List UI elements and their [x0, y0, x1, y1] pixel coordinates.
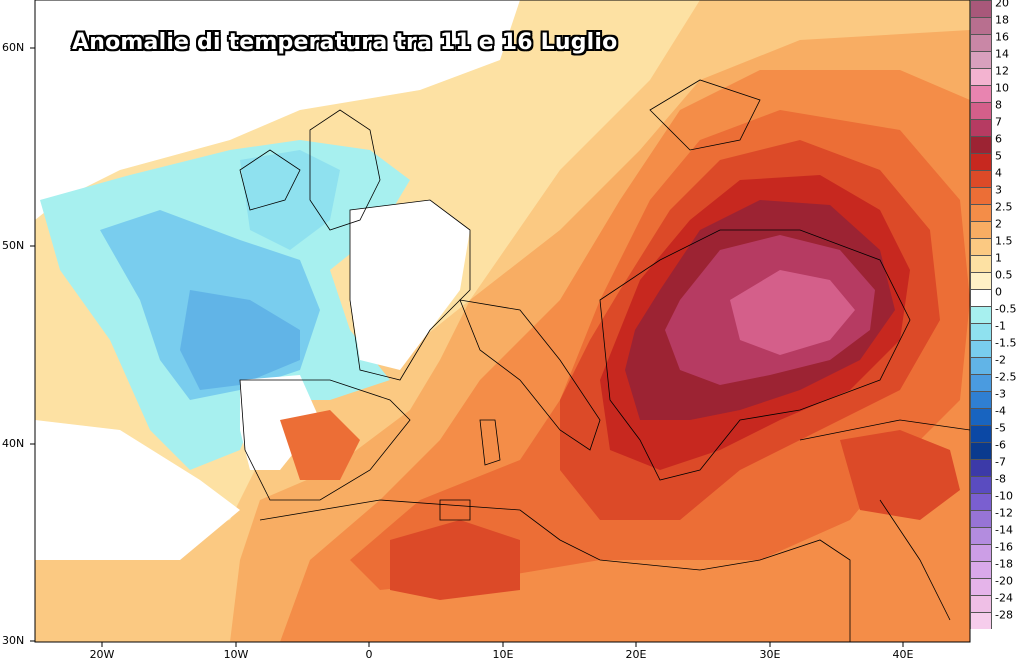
scale-label: 10 [995, 81, 1009, 95]
scale-label: 1 [995, 251, 1002, 265]
scale-label: 12 [995, 64, 1009, 78]
scale-label: -24 [995, 591, 1013, 605]
scale-label: -4 [995, 404, 1006, 418]
scale-swatch [970, 391, 992, 408]
scale-swatch [970, 136, 992, 153]
scale-swatch [970, 34, 992, 51]
scale-swatch [970, 493, 992, 510]
scale-swatch [970, 561, 992, 578]
scale-label: -20 [995, 574, 1013, 588]
scale-swatch [970, 85, 992, 102]
scale-swatch [970, 323, 992, 340]
scale-swatch [970, 306, 992, 323]
scale-label: -28 [995, 608, 1013, 622]
scale-swatch [970, 289, 992, 306]
scale-swatch [970, 527, 992, 544]
lon-label-10w: 10W [223, 648, 249, 661]
scale-label: 1.5 [995, 234, 1013, 248]
scale-swatch [970, 374, 992, 391]
coastlines [239, 79, 970, 642]
scale-swatch [970, 544, 992, 561]
scale-label: 6 [995, 132, 1002, 146]
scale-label: -10 [995, 489, 1013, 503]
scale-label: 20 [995, 0, 1009, 10]
scale-swatch [970, 425, 992, 442]
scale-swatch [970, 153, 992, 170]
lat-label-60n: 60N [2, 41, 25, 54]
lat-label-30n: 30N [2, 634, 25, 647]
scale-label: 8 [995, 98, 1002, 112]
scale-swatch [970, 578, 992, 595]
scale-label: 14 [995, 47, 1009, 61]
scale-label: 7 [995, 115, 1002, 129]
scale-swatch [970, 238, 992, 255]
scale-label: -7 [995, 455, 1006, 469]
scale-swatch [970, 204, 992, 221]
scale-swatch [970, 68, 992, 85]
scale-label: -3 [995, 387, 1006, 401]
scale-swatch [970, 0, 992, 17]
scale-label: -6 [995, 438, 1006, 452]
anomaly-field [35, 0, 970, 642]
scale-swatch [970, 272, 992, 289]
lon-label-20e: 20E [625, 648, 647, 661]
scale-swatch [970, 340, 992, 357]
map-title: Anomalie di temperatura tra 11 e 16 Lugl… [72, 30, 618, 55]
scale-label: -0.5 [995, 302, 1017, 316]
scale-label: 0.5 [995, 268, 1013, 282]
lon-label-30e: 30E [759, 648, 781, 661]
scale-label: 16 [995, 30, 1009, 44]
scale-swatch [970, 595, 992, 612]
scale-swatch [970, 357, 992, 374]
scale-swatch [970, 459, 992, 476]
scale-label: -2.5 [995, 370, 1017, 384]
scale-label: -16 [995, 540, 1013, 554]
scale-swatch [970, 119, 992, 136]
scale-label: 4 [995, 166, 1002, 180]
scale-swatch [970, 255, 992, 272]
lon-label-0: 0 [365, 648, 373, 661]
scale-label: -18 [995, 557, 1013, 571]
scale-label: -1 [995, 319, 1006, 333]
lat-label-50n: 50N [2, 239, 25, 252]
scale-swatch [970, 17, 992, 34]
scale-swatch [970, 170, 992, 187]
scale-label: -12 [995, 506, 1013, 520]
lat-label-40n: 40N [2, 437, 25, 450]
scale-label: -1.5 [995, 336, 1017, 350]
scale-swatch [970, 187, 992, 204]
axis-ticks [30, 47, 904, 647]
scale-label: 3 [995, 183, 1002, 197]
scale-swatch [970, 510, 992, 527]
scale-label: -5 [995, 421, 1006, 435]
lon-label-20w: 20W [89, 648, 115, 661]
scale-swatch [970, 612, 992, 629]
scale-label: 0 [995, 285, 1002, 299]
scale-swatch [970, 408, 992, 425]
scale-label: -14 [995, 523, 1013, 537]
scale-label: -2 [995, 353, 1006, 367]
lon-label-40e: 40E [892, 648, 914, 661]
scale-label: 2.5 [995, 200, 1013, 214]
scale-label: 5 [995, 149, 1002, 163]
scale-swatch [970, 221, 992, 238]
scale-label: 2 [995, 217, 1002, 231]
scale-swatch [970, 102, 992, 119]
scale-swatch [970, 51, 992, 68]
scale-label: 18 [995, 13, 1009, 27]
scale-swatch [970, 476, 992, 493]
scale-swatch [970, 442, 992, 459]
lon-label-10e: 10E [492, 648, 514, 661]
scale-label: -8 [995, 472, 1006, 486]
